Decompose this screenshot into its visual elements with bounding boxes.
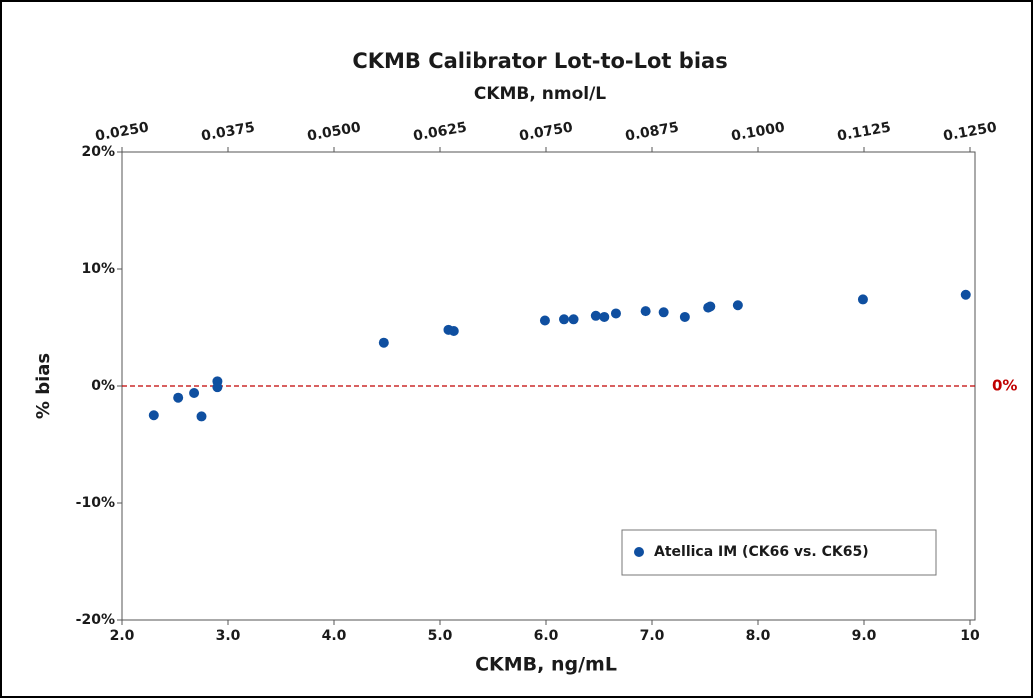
y-tick-label: 20%: [81, 144, 115, 160]
x-tick-label: 3.0: [216, 628, 241, 644]
chart-title: CKMB Calibrator Lot-to-Lot bias: [352, 49, 727, 73]
point: [599, 311, 610, 322]
legend-marker: [634, 547, 644, 557]
point: [640, 306, 651, 317]
point: [148, 410, 159, 421]
point: [705, 301, 716, 312]
point: [658, 307, 669, 318]
point: [189, 388, 200, 399]
x-tick-label: 9.0: [852, 628, 877, 644]
reference-label: 0%: [992, 377, 1017, 395]
x-axis-title: CKMB, ng/mL: [475, 654, 617, 676]
point: [679, 311, 690, 322]
point: [448, 326, 459, 337]
x-tick-label: 5.0: [428, 628, 453, 644]
x-tick-label: 8.0: [746, 628, 771, 644]
y-axis-title: % bias: [33, 353, 54, 419]
x-tick-label: 4.0: [322, 628, 347, 644]
point: [378, 337, 389, 348]
point: [732, 300, 743, 311]
x2-axis-title: CKMB, nmol/L: [474, 84, 606, 104]
x-tick-label: 6.0: [534, 628, 559, 644]
point: [857, 294, 868, 305]
point: [196, 411, 207, 422]
point: [212, 382, 223, 393]
y-tick-label: -20%: [76, 612, 115, 628]
point: [559, 314, 570, 325]
legend-label: Atellica IM (CK66 vs. CK65): [654, 544, 869, 560]
y-tick-label: 10%: [81, 261, 115, 277]
y-tick-label: -10%: [76, 495, 115, 511]
point: [173, 392, 184, 403]
point: [960, 289, 971, 300]
point: [610, 308, 621, 319]
point: [568, 314, 579, 325]
point: [539, 315, 550, 326]
point: [590, 310, 601, 321]
x-tick-label: 2.0: [110, 628, 135, 644]
x-tick-label: 7.0: [640, 628, 665, 644]
legend-box: [621, 529, 937, 576]
x-tick-label: 10: [960, 628, 980, 644]
y-tick-label: 0%: [91, 378, 115, 394]
